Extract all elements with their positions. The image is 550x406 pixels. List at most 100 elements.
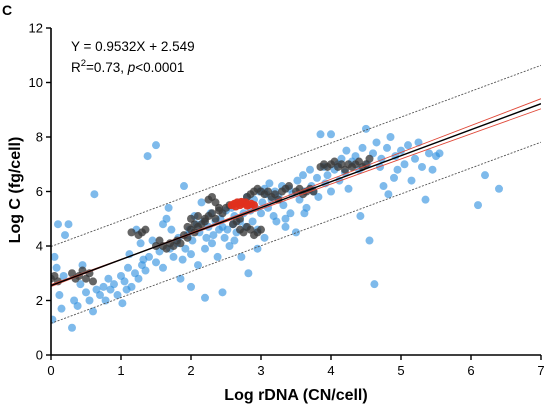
data-point-blue-141: [356, 212, 365, 221]
y-axis-title: Log C (fg/cell): [7, 137, 24, 244]
data-point-blue-0: [51, 315, 57, 324]
regression-equation: Y = 0.9532X + 2.549: [71, 39, 195, 54]
data-point-blue-110: [281, 222, 290, 231]
data-point-blue-109: [279, 201, 288, 210]
data-point-blue-173: [52, 263, 61, 272]
r2-value: =0.73,: [86, 60, 128, 75]
data-point-blue-125: [316, 130, 325, 139]
x-tick-label-3: 3: [257, 363, 264, 378]
x-tick-label-6: 6: [467, 363, 474, 378]
data-point-blue-17: [99, 282, 108, 291]
data-point-blue-167: [428, 165, 437, 174]
data-point-blue-148: [372, 138, 381, 147]
data-point-blue-18: [101, 296, 110, 305]
data-point-blue-166: [425, 149, 433, 158]
data-point-blue-12: [85, 296, 94, 305]
data-point-blue-165: [421, 195, 430, 204]
data-point-blue-49: [176, 274, 185, 283]
data-point-red-11: [243, 201, 251, 210]
data-point-blue-16: [96, 291, 104, 300]
data-point-blue-181: [281, 214, 290, 223]
data-point-blue-180: [253, 244, 262, 253]
y-tick-label-10: 10: [29, 75, 43, 90]
data-point-blue-19: [104, 274, 113, 283]
data-point-blue-76: [220, 233, 229, 242]
r2-superscript: 2: [81, 58, 86, 69]
data-point-blue-114: [292, 228, 300, 237]
data-point-blue-176: [122, 285, 131, 294]
data-point-blue-137: [344, 184, 353, 193]
data-point-blue-90: [244, 269, 253, 278]
x-tick-label-0: 0: [47, 363, 54, 378]
data-point-dark-13: [141, 225, 150, 234]
data-point-blue-170: [474, 201, 482, 210]
r-squared-text: R2=0.73, p<0.0001: [71, 58, 184, 75]
data-point-blue-147: [370, 280, 379, 289]
data-point-blue-171: [481, 171, 489, 180]
data-point-blue-21: [110, 280, 118, 289]
data-point-blue-10: [76, 280, 85, 289]
data-point-blue-9: [73, 301, 82, 310]
data-point-blue-92: [248, 217, 257, 226]
data-point-blue-52: [181, 244, 190, 253]
data-point-blue-45: [167, 225, 176, 234]
data-point-blue-159: [400, 160, 409, 169]
x-tick-label-2: 2: [187, 363, 194, 378]
data-point-blue-124: [314, 192, 323, 201]
data-point-blue-13: [89, 307, 97, 316]
data-point-blue-4: [57, 304, 66, 313]
data-point-blue-66: [202, 233, 211, 242]
points-layer: [51, 124, 503, 332]
data-point-dark-82: [365, 154, 374, 163]
data-point-blue-157: [393, 165, 402, 174]
data-point-blue-55: [187, 250, 195, 259]
data-point-blue-51: [180, 182, 188, 191]
data-point-blue-136: [342, 146, 351, 155]
data-point-blue-151: [379, 182, 388, 191]
x-tick-label-1: 1: [117, 363, 124, 378]
data-point-blue-11: [82, 288, 90, 297]
data-point-blue-143: [362, 124, 370, 133]
data-point-blue-142: [358, 143, 367, 152]
data-point-blue-184: [230, 236, 239, 245]
data-point-blue-46: [169, 252, 178, 261]
data-point-blue-112: [286, 209, 295, 218]
prediction-band-upper: [51, 64, 541, 247]
data-point-blue-86: [237, 252, 246, 261]
data-point-blue-69: [208, 239, 216, 248]
data-point-blue-99: [260, 233, 269, 242]
data-point-blue-22: [113, 291, 122, 300]
data-point-blue-130: [327, 187, 335, 196]
data-point-blue-158: [397, 146, 405, 155]
data-point-blue-154: [386, 133, 395, 141]
data-point-blue-50: [178, 255, 187, 264]
data-point-blue-128: [323, 171, 332, 180]
data-point-blue-3: [55, 291, 64, 300]
r2-prefix: R: [71, 60, 81, 75]
x-tick-label-4: 4: [327, 363, 334, 378]
p-value: <0.0001: [135, 60, 184, 75]
data-point-blue-172: [495, 184, 503, 193]
data-point-blue-179: [218, 288, 227, 297]
data-point-blue-72: [213, 252, 222, 261]
data-point-dark-9: [89, 277, 97, 286]
data-point-blue-43: [162, 214, 171, 223]
data-point-blue-14: [90, 190, 99, 199]
data-point-dark-61: [285, 182, 293, 191]
data-point-dark-31: [211, 214, 220, 223]
data-point-blue-160: [404, 141, 412, 150]
data-point-blue-162: [411, 154, 419, 163]
data-point-blue-153: [384, 190, 393, 199]
data-point-blue-120: [306, 165, 314, 174]
data-point-dark-21: [176, 239, 185, 248]
data-point-blue-38: [152, 141, 160, 150]
data-point-red-9: [231, 202, 240, 211]
regression-line: [51, 103, 541, 287]
data-point-blue-161: [407, 176, 416, 185]
data-point-dark-41: [194, 212, 202, 221]
data-point-dark-44: [183, 222, 192, 231]
data-point-dark-39: [204, 195, 213, 204]
data-point-dark-10: [127, 228, 136, 237]
data-point-blue-24: [118, 299, 127, 308]
